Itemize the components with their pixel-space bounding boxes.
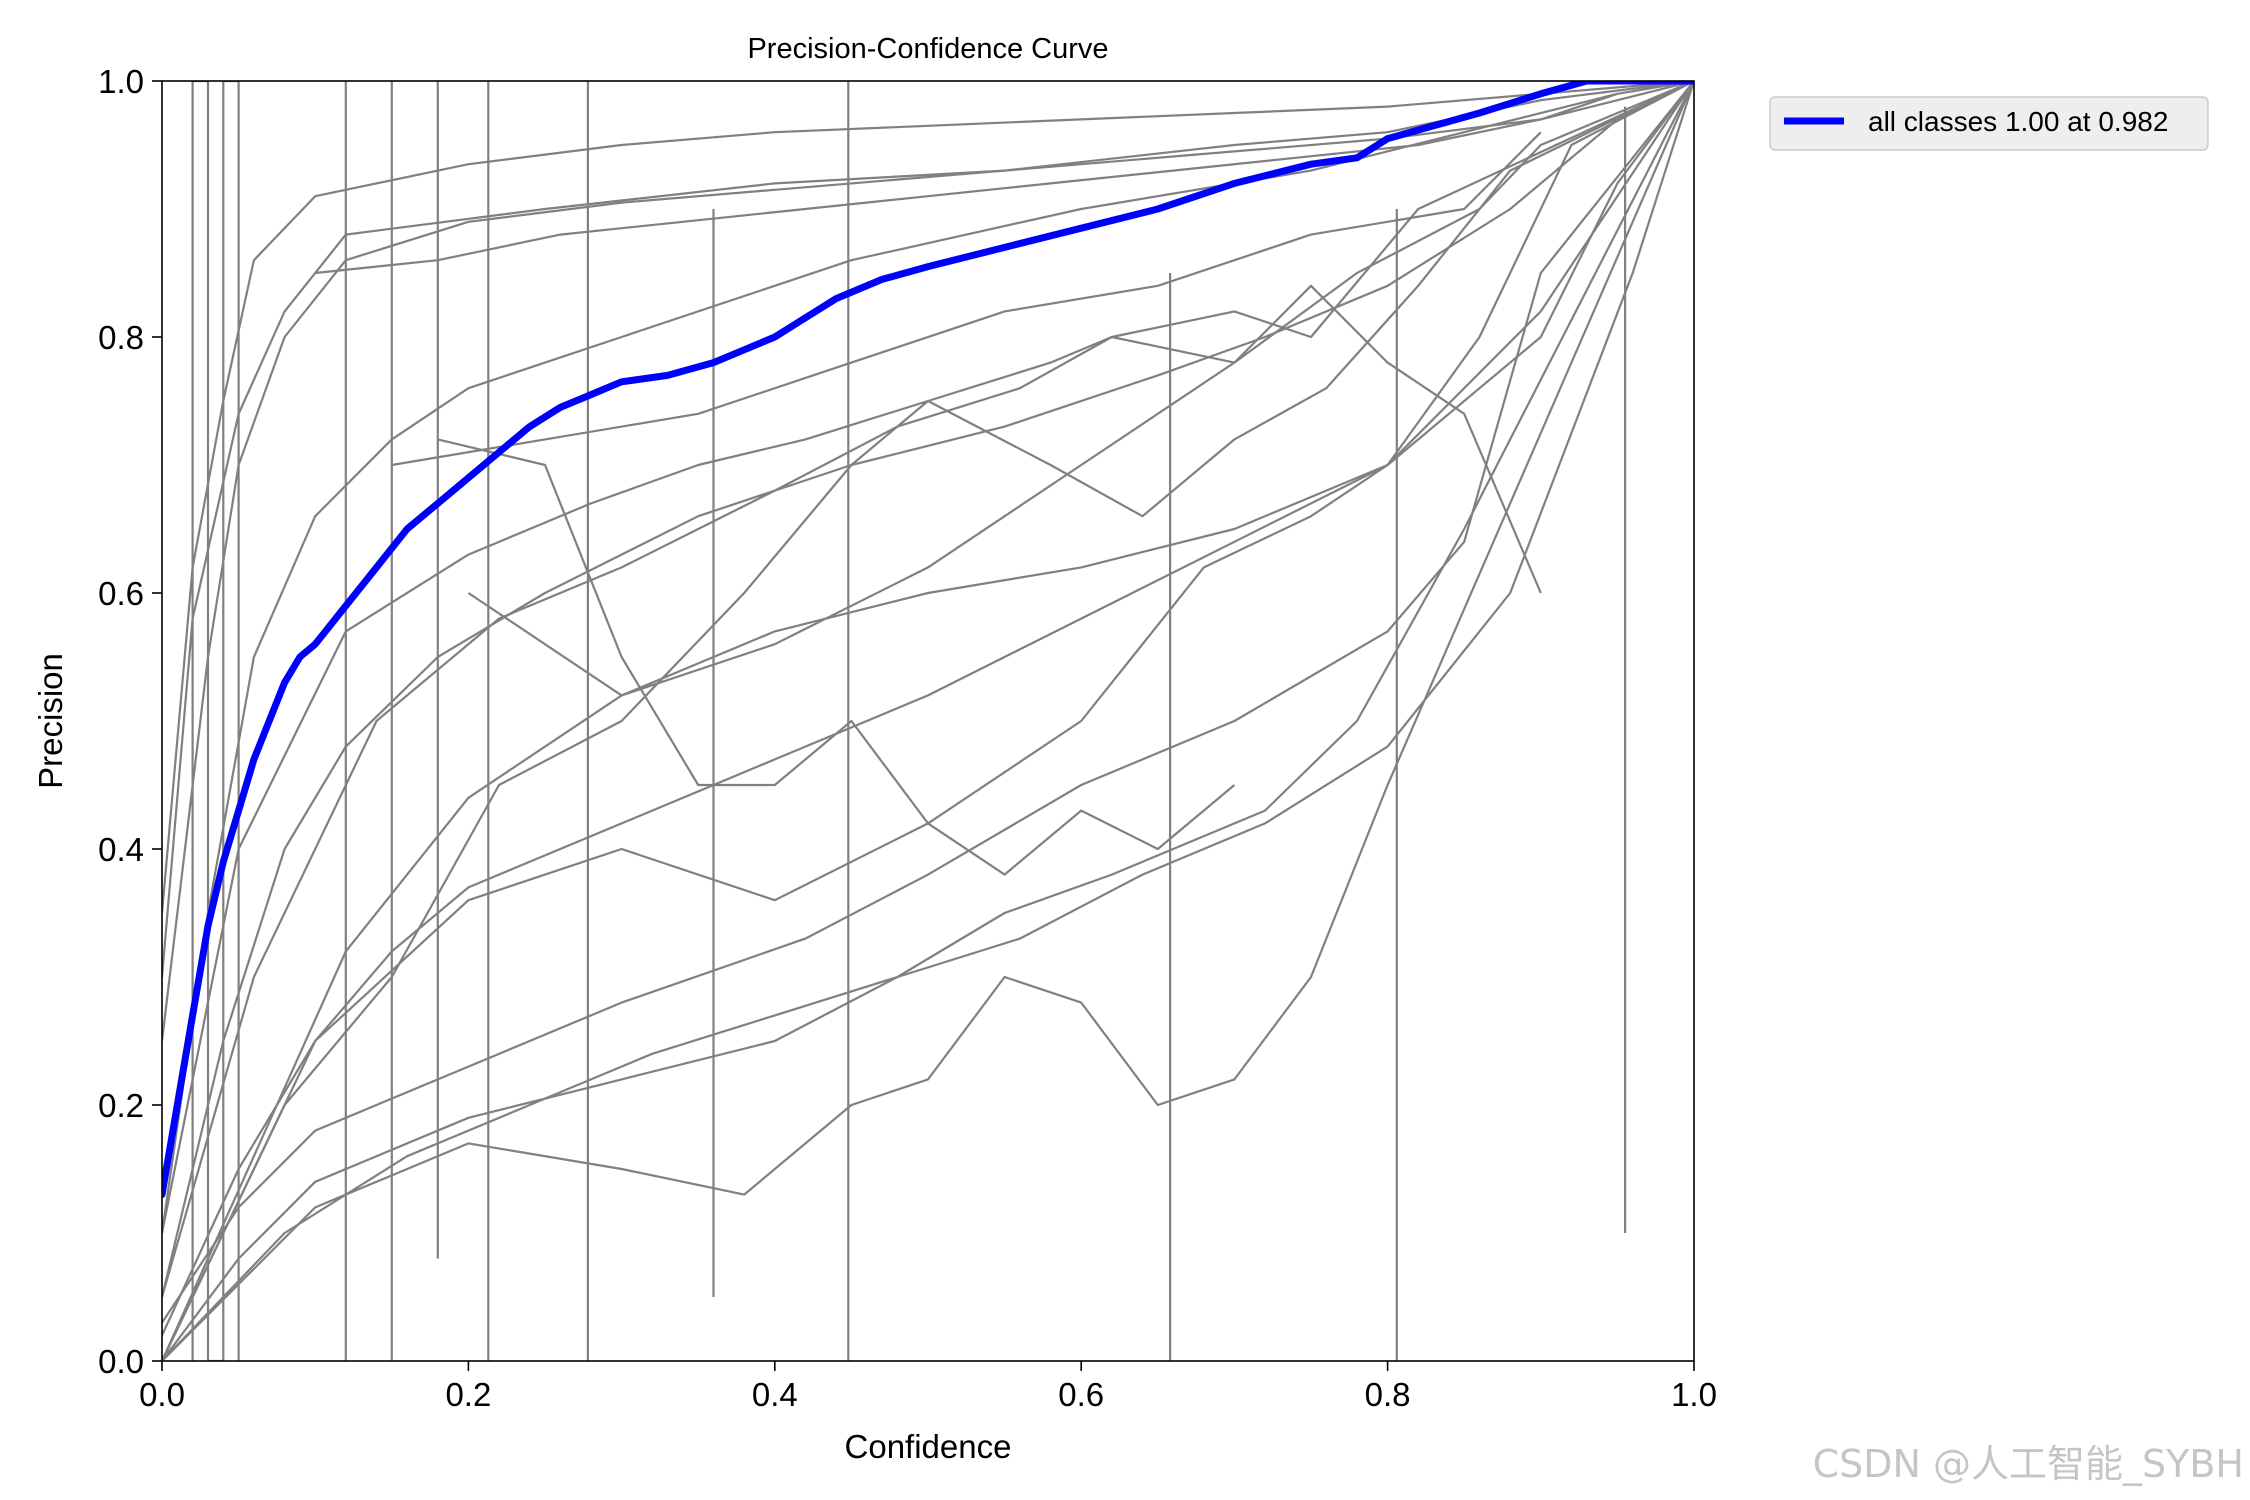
class-curve-4 [162, 81, 1694, 1234]
summary-curve-group [162, 81, 1694, 1199]
class-curves [162, 81, 1694, 1361]
y-tick-label-4: 0.8 [98, 319, 144, 356]
x-tick-label-2: 0.4 [752, 1376, 798, 1413]
class-curve-12 [162, 81, 1694, 1234]
class-curve-18 [315, 92, 1618, 275]
class-curve-3 [162, 81, 1694, 978]
class-curve-11 [162, 81, 1694, 1361]
y-tick-label-2: 0.4 [98, 831, 144, 868]
class-curve-19 [162, 81, 1694, 1361]
x-tick-label-4: 0.8 [1365, 1376, 1411, 1413]
class-curve-15 [437, 438, 1236, 876]
x-tick-label-1: 0.2 [445, 1376, 491, 1413]
legend-box [1769, 96, 2209, 151]
class-curve-13 [162, 81, 1694, 1298]
x-tick-label-3: 0.6 [1058, 1376, 1104, 1413]
y-tick-label-1: 0.2 [98, 1087, 144, 1124]
y-tick-label-5: 1.0 [98, 63, 144, 100]
legend: all classes 1.00 at 0.982 [1769, 96, 2209, 151]
class-curve-6 [162, 81, 1694, 1336]
x-tick-label-0: 0.0 [139, 1376, 185, 1413]
class-curve-1 [162, 81, 1694, 914]
x-tick-label-5: 1.0 [1671, 1376, 1717, 1413]
class-curve-7 [162, 81, 1694, 1324]
class-curve-9 [162, 81, 1694, 1361]
summary-curve [162, 81, 1694, 1199]
class-curve-10 [162, 81, 1694, 1361]
class-curve-14 [162, 81, 1694, 1361]
plot-area-frame [161, 80, 1695, 1362]
y-axis-label: Precision [32, 653, 69, 789]
class-curve-16 [467, 284, 1542, 697]
legend-label: all classes 1.00 at 0.982 [1868, 106, 2168, 137]
class-curve-2 [162, 81, 1694, 1042]
class-curve-17 [391, 131, 1542, 467]
watermark: CSDN @人工智能_SYBH [1812, 1442, 2244, 1486]
y-tick-label-0: 0.0 [98, 1343, 144, 1380]
chart-title: Precision-Confidence Curve [747, 33, 1108, 65]
x-axis-label: Confidence [845, 1428, 1012, 1465]
y-axis: 0.0 0.2 0.4 0.6 0.8 1.0 [98, 63, 162, 1380]
y-tick-label-3: 0.6 [98, 575, 144, 612]
x-axis: 0.0 0.2 0.4 0.6 0.8 1.0 [139, 1361, 1717, 1413]
